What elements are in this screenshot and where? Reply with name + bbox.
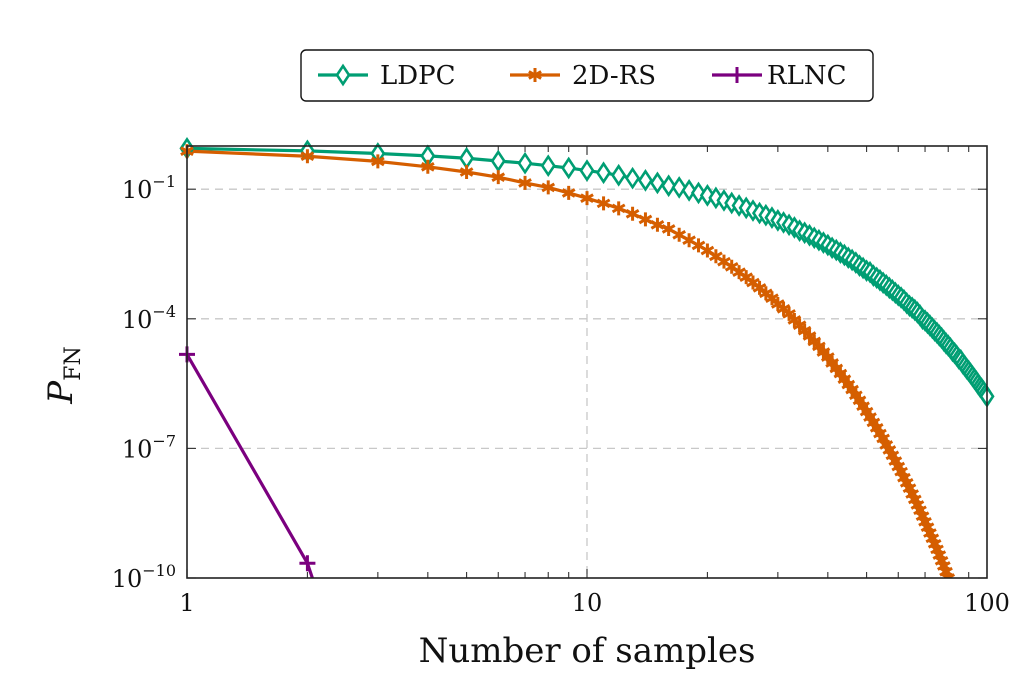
legend-entry-rlnc: RLNC (712, 61, 847, 91)
x-axis-label: Number of samples (419, 631, 756, 671)
marker-clip (179, 137, 995, 578)
data-point-ldpc (681, 179, 697, 202)
legend-box (300, 49, 874, 102)
data-point-2d-rs (420, 159, 435, 174)
data-point-2d-rs (300, 149, 315, 164)
data-point-2d-rs (580, 191, 594, 206)
data-point-ldpc (649, 171, 665, 195)
data-point-2d-rs (596, 196, 611, 211)
data-point-2d-rs (650, 217, 665, 232)
data-point-rlnc (299, 555, 316, 572)
y-tick-exponent: −7 (152, 431, 176, 450)
y-tick-base: 10 (122, 306, 153, 334)
data-point-2d-rs (752, 280, 767, 295)
y-tick-label: 10−10 (112, 561, 176, 593)
y-axis-label-sub: FN (61, 346, 86, 381)
data-point-ldpc (517, 151, 533, 175)
legend-marker-icon (729, 67, 745, 83)
data-point-2d-rs (459, 165, 474, 180)
data-point-2d-rs (518, 175, 532, 190)
y-tick-exponent: −10 (142, 561, 176, 580)
data-point-2d-rs (941, 571, 956, 578)
data-point-2d-rs (611, 201, 626, 216)
grid (187, 146, 987, 578)
data-point-ldpc (661, 174, 677, 198)
legend-label: RLNC (767, 61, 847, 91)
y-tick-exponent: −4 (152, 302, 176, 321)
data-point-ldpc (671, 176, 687, 199)
data-point-ldpc (625, 166, 641, 190)
markers-group (179, 137, 995, 578)
data-point-2d-rs (541, 180, 556, 195)
data-point-2d-rs (625, 206, 640, 221)
data-point-2d-rs (765, 291, 779, 306)
x-tick-label: 100 (964, 589, 1010, 617)
y-tick-labels: 10−110−410−710−10 (112, 172, 176, 593)
y-tick-label: 10−1 (122, 172, 176, 204)
x-tick-label: 10 (572, 589, 603, 617)
legend-label: 2D-RS (572, 61, 656, 91)
data-point-ldpc (579, 159, 595, 182)
data-point-ldpc (611, 163, 627, 187)
legend: LDPC 2D-RS RLNC (300, 49, 874, 102)
y-tick-label: 10−4 (122, 302, 176, 334)
data-point-ldpc (540, 154, 556, 178)
legend-entry-2d-rs: 2D-RS (510, 61, 656, 91)
legend-marker-icon (528, 68, 542, 82)
legend-label: LDPC (380, 61, 456, 91)
y-tick-exponent: −1 (152, 172, 176, 191)
legend-entry-ldpc: LDPC (318, 61, 456, 91)
data-point-2d-rs (561, 185, 576, 200)
plot-frame (186, 145, 988, 579)
y-axis-label-main: P (41, 380, 81, 405)
data-point-2d-rs (661, 221, 676, 236)
data-point-ldpc (561, 156, 577, 180)
y-tick-base: 10 (122, 435, 153, 463)
data-point-2d-rs (491, 170, 506, 185)
x-tick-label: 1 (179, 589, 194, 617)
svg-text:PFN: PFN (41, 346, 86, 404)
y-tick-label: 10−7 (122, 431, 176, 463)
x-tick-labels: 1 10 100 (179, 589, 1010, 617)
data-point-ldpc (637, 169, 654, 192)
y-tick-base: 10 (112, 565, 143, 593)
data-point-2d-rs (638, 212, 653, 227)
data-point-ldpc (490, 149, 506, 173)
legend-marker-icon (335, 63, 351, 87)
data-point-2d-rs (371, 154, 385, 169)
y-axis-label: PFN (41, 346, 86, 404)
y-tick-base: 10 (122, 176, 153, 204)
data-point-ldpc (595, 161, 612, 185)
